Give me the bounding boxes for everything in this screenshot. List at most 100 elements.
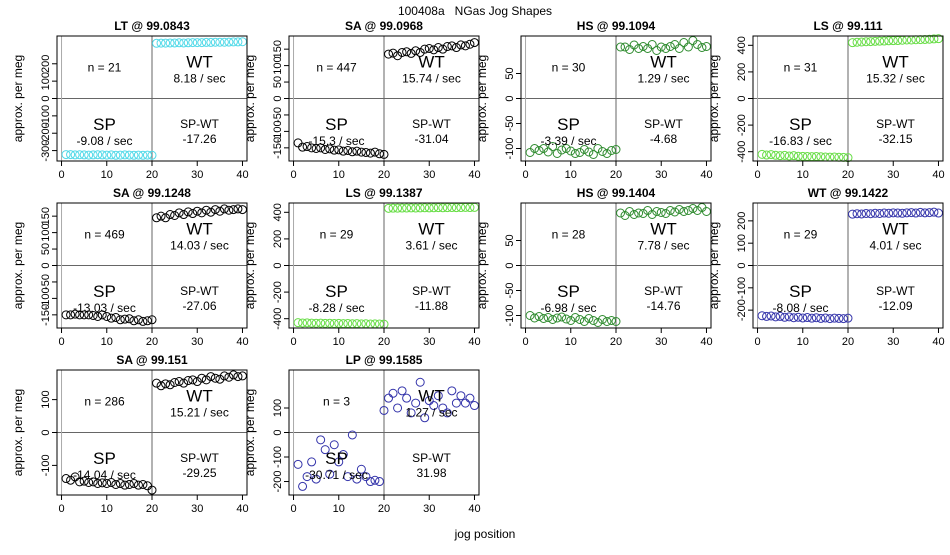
data-point (133, 480, 143, 490)
data-point (320, 445, 330, 455)
x-tick-label: 40 (468, 169, 480, 181)
y-tick-label: 0 (504, 95, 516, 101)
y-axis-label: approx. per meg (243, 222, 257, 309)
data-point (174, 38, 184, 48)
data-point (93, 150, 103, 160)
data-point (170, 378, 180, 387)
data-point (219, 204, 229, 214)
x-tick-label: 20 (842, 336, 854, 348)
data-point (61, 150, 71, 160)
data-point (397, 47, 407, 57)
data-point (374, 149, 384, 159)
data-point (848, 38, 858, 48)
data-point (857, 37, 867, 47)
data-point (93, 478, 103, 488)
y-tick-label: 400 (272, 203, 284, 221)
y-tick-label: -100 (736, 277, 748, 299)
data-point (97, 310, 107, 320)
x-axis-label: jog position (454, 527, 516, 541)
data-point (525, 311, 535, 320)
data-point (192, 377, 202, 387)
data-point (920, 34, 930, 44)
x-tick-label: 10 (565, 336, 577, 348)
data-point (374, 477, 384, 487)
y-axis-label: approx. per meg (243, 55, 257, 142)
data-point (857, 209, 867, 219)
spwt-value: -31.04 (414, 132, 448, 146)
data-point (370, 475, 380, 485)
x-tick-label: 10 (797, 336, 809, 348)
sp-rate: -8.28 / sec (308, 301, 364, 315)
y-tick-label: -50 (504, 116, 516, 132)
data-point (102, 150, 112, 160)
data-point (570, 313, 580, 322)
data-point (152, 378, 162, 388)
data-point (820, 313, 830, 323)
data-point (129, 316, 139, 326)
wt-label: WT (418, 386, 444, 405)
x-tick-label: 30 (887, 336, 899, 348)
x-tick-label: 20 (146, 336, 158, 348)
data-point (456, 40, 466, 50)
data-point (915, 207, 925, 217)
data-point (224, 205, 234, 215)
panel-title: LS @ 99.1387 (345, 186, 422, 200)
sp-label: SP (325, 449, 348, 468)
data-point (911, 35, 921, 45)
data-point (379, 149, 389, 159)
spwt-value: -32.15 (878, 132, 912, 146)
data-point (384, 393, 394, 403)
spwt-label: SP-WT (644, 284, 683, 298)
sp-rate: -8.08 / sec (772, 301, 828, 315)
data-point (766, 150, 776, 160)
sp-rate: -30.71 / sec (305, 468, 368, 482)
x-tick-label: 30 (191, 336, 203, 348)
data-point (766, 311, 776, 321)
data-point (206, 372, 216, 382)
data-point (884, 36, 894, 46)
y-axis-label: approx. per meg (11, 55, 25, 142)
data-point (402, 47, 412, 57)
data-point (539, 314, 549, 323)
data-point (634, 44, 644, 53)
data-point (347, 430, 357, 440)
data-point (329, 145, 339, 155)
data-point (307, 318, 317, 328)
data-point (111, 479, 121, 489)
wt-label: WT (650, 219, 676, 238)
data-point (784, 312, 794, 322)
y-tick-label: 100 (272, 56, 284, 74)
data-point (75, 310, 85, 320)
y-tick-label: -100 (504, 137, 516, 159)
wt-label: WT (186, 386, 212, 405)
x-tick-label: 30 (191, 503, 203, 515)
data-point (762, 311, 772, 321)
x-tick-label: 40 (468, 503, 480, 515)
y-tick-label: -400 (736, 141, 748, 163)
data-point (201, 37, 211, 47)
data-point (325, 469, 335, 479)
data-point (215, 206, 225, 216)
data-point (597, 147, 607, 156)
data-point (210, 37, 220, 47)
data-point (447, 203, 457, 213)
data-point (625, 45, 635, 54)
data-point (584, 314, 594, 323)
data-point (370, 147, 380, 157)
data-point (133, 315, 143, 325)
data-point (129, 150, 139, 160)
spwt-label: SP-WT (180, 117, 219, 131)
data-point (561, 144, 571, 153)
y-tick-label: 0 (504, 262, 516, 268)
x-tick-label: 40 (236, 336, 248, 348)
data-point (548, 315, 558, 324)
x-tick-label: 40 (700, 169, 712, 181)
y-tick-label: 0 (272, 429, 284, 435)
chart-panel: LP @ 99.1585 0 10 20 30 40 -200 -100 0 100 approx.… (243, 353, 481, 515)
data-point (561, 314, 571, 324)
data-point (197, 38, 207, 48)
data-point (379, 405, 389, 415)
data-point (161, 213, 171, 223)
data-point (338, 146, 348, 156)
